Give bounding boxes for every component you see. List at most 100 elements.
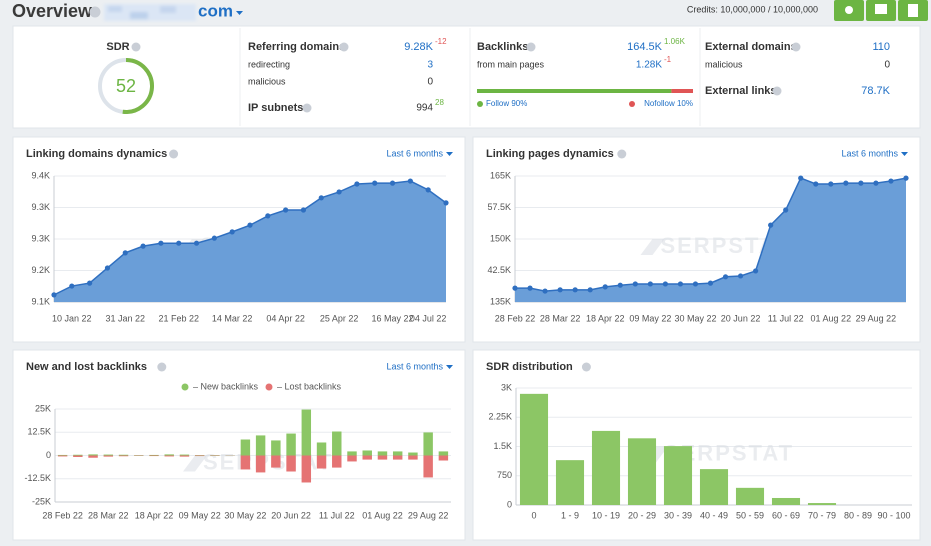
info-icon (131, 42, 141, 52)
bar (408, 455, 418, 460)
chart-title: New and lost backlinks (26, 361, 147, 373)
legend-label: – New backlinks (193, 381, 259, 391)
period-dropdown[interactable]: Last 6 months (386, 361, 443, 371)
y-tick-label: 0 (507, 499, 512, 509)
dropdown-arrow[interactable] (446, 365, 453, 369)
bar (392, 455, 403, 460)
stat-value: 994 (416, 103, 433, 114)
legend-dot (629, 101, 635, 107)
bar (555, 460, 585, 505)
point (692, 281, 699, 287)
stat-label: External links (705, 85, 777, 97)
x-tick-label: 28 Mar 22 (88, 510, 129, 520)
x-tick-label: 50 - 59 (736, 510, 764, 520)
x-tick-label: 10 Jan 22 (52, 313, 92, 323)
stat-row-label: malicious (705, 59, 743, 69)
point (265, 213, 271, 219)
stat-change: 28 (435, 98, 444, 107)
stat-label: Backlinks (477, 41, 528, 53)
info-icon (169, 149, 179, 159)
chart-title: Linking pages dynamics (486, 148, 614, 160)
stat-value[interactable]: 164.5K (627, 41, 663, 53)
dropdown-arrow[interactable] (901, 152, 908, 156)
page-title: Overview (12, 1, 93, 21)
x-tick-label: 28 Mar 22 (540, 313, 581, 323)
bar (347, 455, 357, 462)
point (813, 181, 819, 187)
bar (347, 451, 357, 456)
x-tick-label: 04 Apr 22 (266, 313, 305, 323)
button-icon (908, 4, 918, 17)
stat-row-value[interactable]: 1.28K (636, 60, 662, 71)
period-dropdown[interactable]: Last 6 months (386, 148, 443, 158)
point (903, 175, 909, 181)
dropdown-arrow[interactable] (446, 152, 453, 156)
blur-box (108, 6, 122, 12)
bar (271, 440, 281, 456)
x-tick-label: 20 Jun 22 (721, 313, 761, 323)
bar (519, 393, 549, 505)
point (737, 273, 744, 279)
bar (118, 454, 129, 456)
point (677, 281, 684, 287)
bar (103, 455, 114, 457)
nofollow-label: Nofollow 10% (644, 99, 693, 108)
watermark: SERPSTAT (203, 449, 333, 474)
stat-change: 1.06K (664, 37, 686, 46)
x-tick-label: 18 Apr 22 (135, 510, 174, 520)
bar (286, 455, 296, 472)
point (104, 265, 111, 271)
point (753, 268, 759, 274)
x-tick-label: 01 Aug 22 (811, 313, 852, 323)
point (828, 181, 834, 187)
point (512, 285, 518, 291)
dropdown-arrow[interactable] (236, 11, 243, 15)
y-tick-label: 57.5K (487, 202, 511, 212)
y-tick-label: 0 (46, 450, 51, 460)
x-tick-label: 09 May 22 (179, 510, 221, 520)
legend-dot (265, 383, 273, 391)
bar (438, 455, 449, 461)
bar (627, 438, 657, 505)
bar (377, 451, 388, 456)
stat-value[interactable]: 9.28K (404, 41, 433, 53)
y-tick-label: 150K (490, 233, 511, 243)
x-tick-label: 11 Jul 22 (319, 510, 355, 520)
y-tick-label: 9.2K (31, 265, 50, 275)
bar (332, 431, 342, 456)
bar (164, 454, 174, 456)
x-tick-label: 10 - 19 (592, 510, 620, 520)
bar (73, 454, 83, 456)
follow-segment (477, 89, 672, 93)
point (632, 281, 638, 287)
watermark-logo (183, 455, 207, 472)
stat-row-label: redirecting (248, 59, 290, 69)
bar (408, 452, 418, 456)
point (647, 281, 653, 287)
point (587, 287, 593, 293)
point (722, 274, 729, 280)
point (372, 180, 378, 186)
x-tick-label: 80 - 89 (844, 510, 872, 520)
x-tick-label: 60 - 69 (772, 510, 800, 520)
bar (88, 455, 98, 458)
x-tick-label: 20 Jun 22 (271, 510, 311, 520)
stat-row-value: 0 (884, 60, 890, 71)
stat-row-label: from main pages (477, 59, 545, 69)
point (140, 243, 146, 249)
bar (771, 497, 801, 505)
stat-change: -12 (435, 37, 447, 46)
bar (392, 451, 403, 456)
point (389, 180, 396, 186)
period-dropdown[interactable]: Last 6 months (841, 148, 898, 158)
domain-suffix[interactable]: com (198, 1, 233, 20)
bar (332, 455, 342, 468)
stat-value[interactable]: 110 (872, 41, 890, 53)
chart-title: SDR distribution (486, 361, 573, 373)
stat-row-value[interactable]: 3 (427, 60, 433, 71)
point (211, 235, 217, 241)
y-tick-label: 1.5K (493, 441, 512, 451)
stat-row-value: 0 (427, 77, 433, 88)
stat-value[interactable]: 78.7K (861, 85, 890, 97)
